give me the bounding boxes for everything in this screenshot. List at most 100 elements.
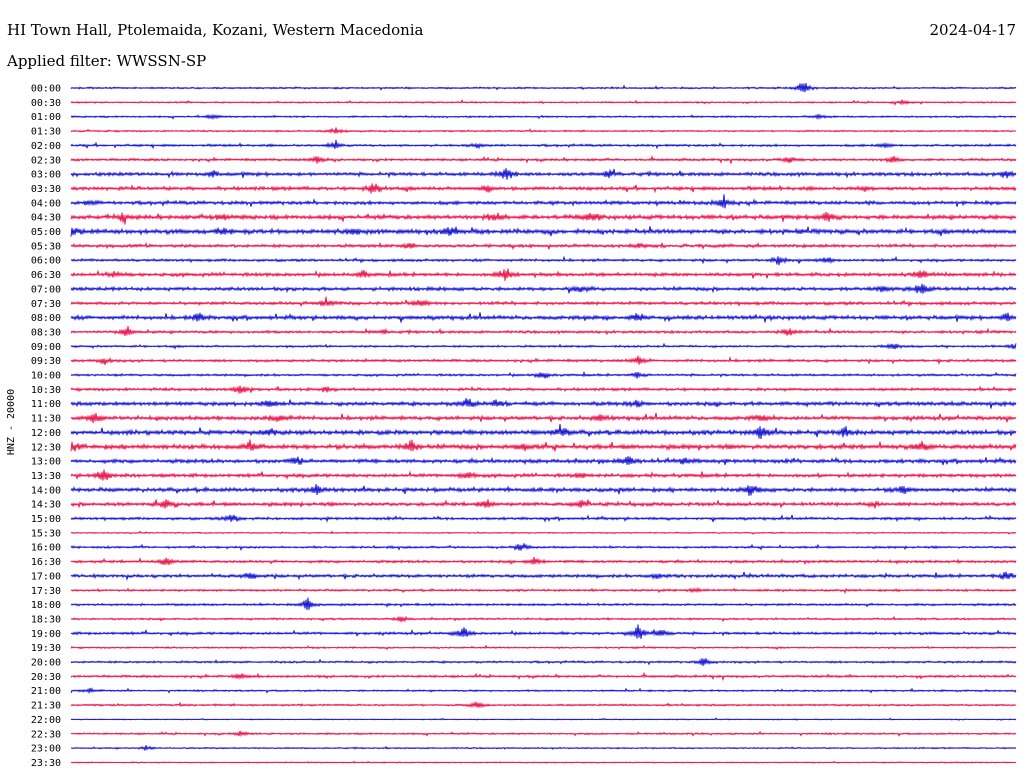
time-tick-label: 16:00 xyxy=(31,543,61,554)
time-tick-label: 10:00 xyxy=(31,371,61,382)
record-date: 2024-04-17 xyxy=(929,21,1016,39)
channel-axis-label: HNZ - 20000 xyxy=(6,388,17,456)
trace-line xyxy=(70,658,1017,666)
time-tick-label: 08:00 xyxy=(31,313,61,324)
trace-line xyxy=(70,283,1017,294)
time-tick-label: 16:30 xyxy=(31,557,61,568)
time-tick-label: 21:00 xyxy=(31,686,61,697)
trace-line xyxy=(70,342,1017,350)
time-tick-label: 00:00 xyxy=(31,84,61,95)
time-tick-label: 08:30 xyxy=(31,327,61,338)
time-tick-label: 01:00 xyxy=(31,112,61,123)
trace-line xyxy=(70,139,1017,150)
time-tick-label: 19:00 xyxy=(31,629,61,640)
time-tick-label: 17:00 xyxy=(31,571,61,582)
trace-line xyxy=(70,597,1017,611)
trace-line xyxy=(70,644,1017,651)
trace-line xyxy=(70,82,1017,93)
time-tick-label: 06:30 xyxy=(31,270,61,281)
time-tick-label: 21:30 xyxy=(31,701,61,712)
time-tick-label: 11:30 xyxy=(31,414,61,425)
time-tick-label: 03:00 xyxy=(31,170,61,181)
time-tick-label: 18:00 xyxy=(31,600,61,611)
trace-line xyxy=(70,99,1017,106)
time-tick-label: 10:30 xyxy=(31,385,61,396)
station-title: HI Town Hall, Ptolemaida, Kozani, Wester… xyxy=(7,21,424,39)
trace-line xyxy=(70,194,1017,209)
time-tick-label: 05:30 xyxy=(31,241,61,252)
time-tick-label: 14:30 xyxy=(31,500,61,511)
trace-line xyxy=(70,423,1017,439)
trace-line xyxy=(70,543,1017,552)
time-tick-label: 23:00 xyxy=(31,744,61,755)
trace-line xyxy=(70,241,1017,251)
trace-line xyxy=(70,113,1017,121)
trace-line xyxy=(70,355,1017,366)
time-tick-label: 04:30 xyxy=(31,213,61,224)
trace-line xyxy=(70,439,1017,452)
trace-line xyxy=(70,127,1017,135)
trace-line xyxy=(70,717,1017,721)
trace-line xyxy=(70,571,1017,581)
trace-line xyxy=(70,624,1017,639)
time-tick-label: 06:00 xyxy=(31,256,61,267)
time-tick-label: 20:00 xyxy=(31,658,61,669)
time-tick-label: 20:30 xyxy=(31,672,61,683)
trace-line xyxy=(70,745,1017,751)
time-tick-label: 12:00 xyxy=(31,428,61,439)
time-tick-label: 19:30 xyxy=(31,643,61,654)
trace-line xyxy=(70,671,1017,682)
trace-line xyxy=(70,687,1017,695)
time-tick-label: 15:00 xyxy=(31,514,61,525)
time-tick-label: 09:00 xyxy=(31,342,61,353)
time-tick-label: 13:30 xyxy=(31,471,61,482)
trace-line xyxy=(70,730,1017,738)
time-tick-label: 23:30 xyxy=(31,758,61,769)
time-tick-label: 18:30 xyxy=(31,614,61,625)
trace-line xyxy=(70,211,1017,225)
time-tick-label: 12:30 xyxy=(31,442,61,453)
trace-line xyxy=(70,296,1017,308)
trace-line xyxy=(70,514,1017,523)
time-tick-label: 13:00 xyxy=(31,457,61,468)
time-tick-label: 04:00 xyxy=(31,198,61,209)
time-tick-label: 01:30 xyxy=(31,127,61,138)
trace-line xyxy=(70,556,1017,566)
trace-line xyxy=(70,168,1017,180)
trace-line xyxy=(70,385,1017,394)
trace-line xyxy=(70,326,1017,337)
time-tick-label: 22:00 xyxy=(31,715,61,726)
trace-line xyxy=(70,586,1017,595)
time-tick-label: 15:30 xyxy=(31,528,61,539)
time-tick-label: 05:00 xyxy=(31,227,61,238)
time-tick-label: 02:30 xyxy=(31,155,61,166)
trace-line xyxy=(70,701,1017,709)
time-tick-label: 03:30 xyxy=(31,184,61,195)
time-tick-label: 17:30 xyxy=(31,586,61,597)
trace-line xyxy=(70,483,1017,496)
time-tick-label: 11:00 xyxy=(31,399,61,410)
trace-line xyxy=(70,615,1017,623)
time-tick-label: 07:30 xyxy=(31,299,61,310)
trace-line xyxy=(70,412,1017,423)
trace-line xyxy=(70,398,1017,409)
trace-line xyxy=(70,154,1017,165)
time-tick-label: 02:00 xyxy=(31,141,61,152)
trace-line xyxy=(70,312,1017,323)
time-tick-label: 22:30 xyxy=(31,729,61,740)
trace-line xyxy=(70,183,1017,194)
trace-line xyxy=(70,370,1017,379)
time-tick-label: 00:30 xyxy=(31,98,61,109)
time-tick-label: 07:00 xyxy=(31,284,61,295)
trace-line xyxy=(70,760,1017,764)
applied-filter-label: Applied filter: WWSSN-SP xyxy=(7,52,207,70)
trace-line xyxy=(70,226,1017,237)
trace-line xyxy=(70,469,1017,481)
trace-line xyxy=(70,456,1017,466)
trace-line xyxy=(70,268,1017,281)
time-tick-label: 09:30 xyxy=(31,356,61,367)
trace-line xyxy=(70,530,1017,535)
time-tick-label: 14:00 xyxy=(31,485,61,496)
trace-line xyxy=(70,255,1017,266)
